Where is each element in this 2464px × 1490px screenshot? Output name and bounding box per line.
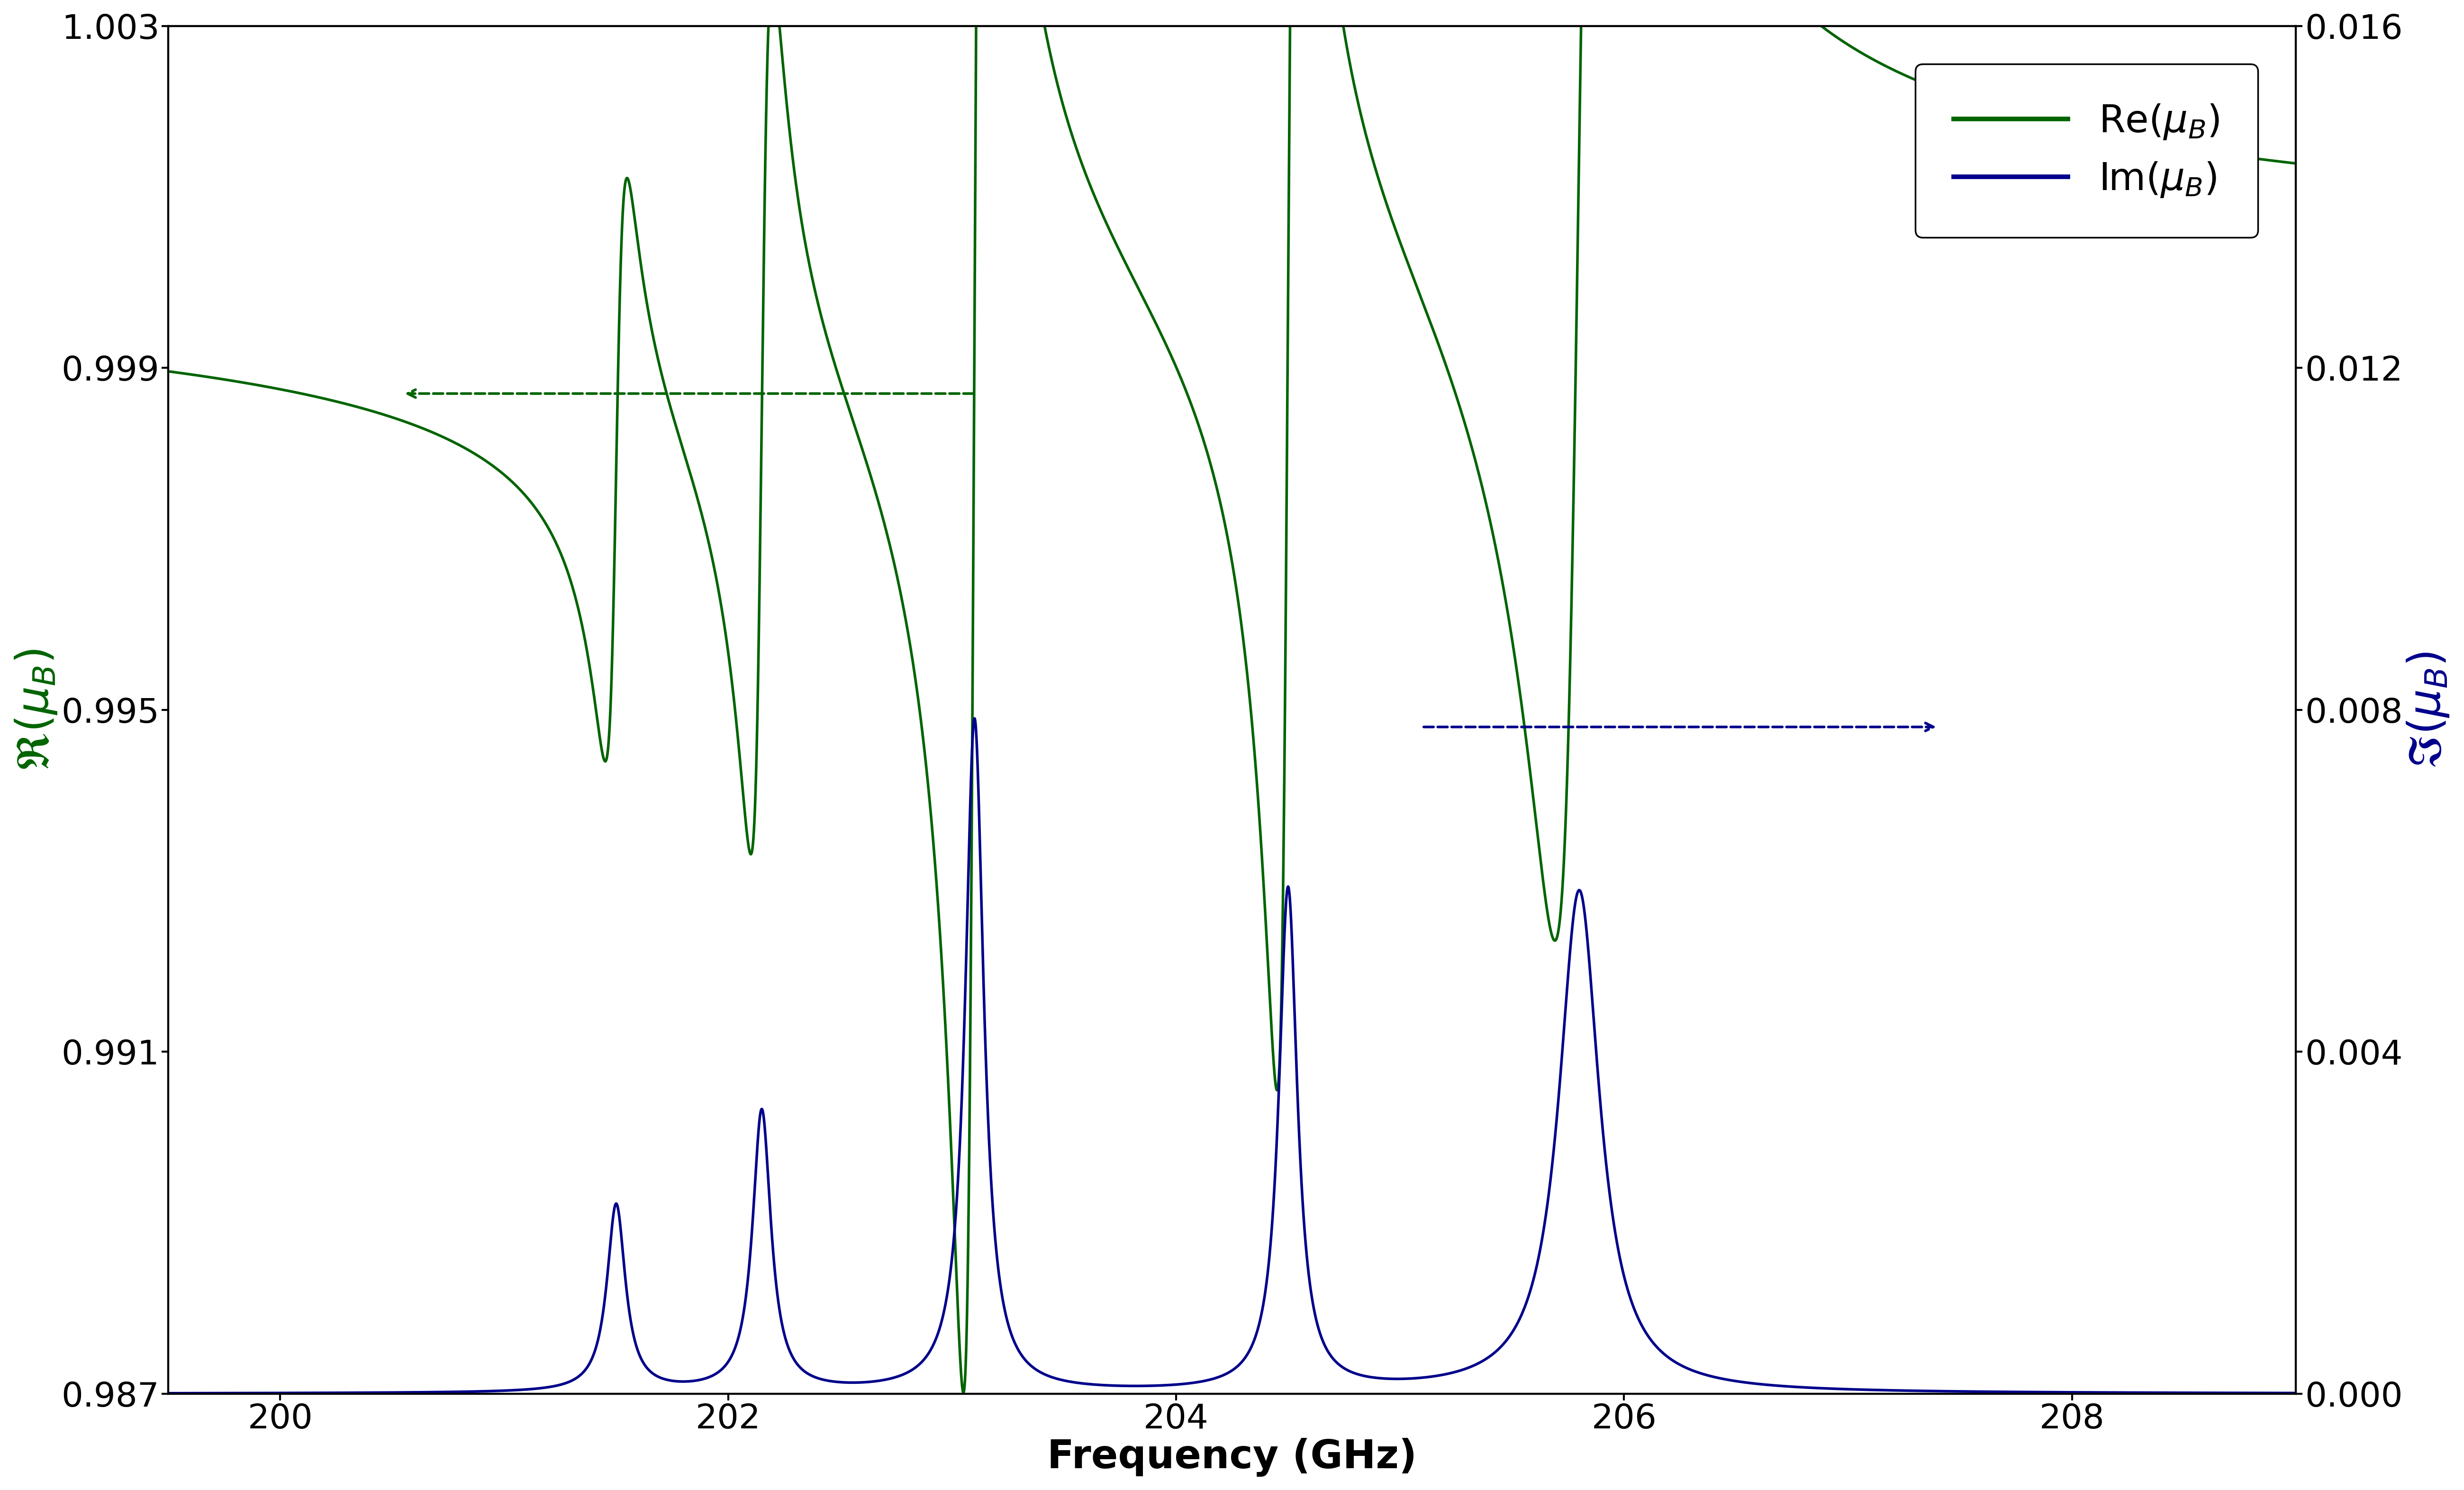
Legend: Re($\boldsymbol{\mu_B}$), Im($\boldsymbol{\mu_B}$): Re($\boldsymbol{\mu_B}$), Im($\boldsymbo… — [1915, 64, 2257, 237]
Y-axis label: $\mathfrak{R}(\mu_B)$: $\mathfrak{R}(\mu_B)$ — [12, 648, 59, 770]
Y-axis label: $\mathfrak{I}(\mu_B)$: $\mathfrak{I}(\mu_B)$ — [2405, 651, 2452, 769]
X-axis label: Frequency (GHz): Frequency (GHz) — [1047, 1438, 1417, 1477]
